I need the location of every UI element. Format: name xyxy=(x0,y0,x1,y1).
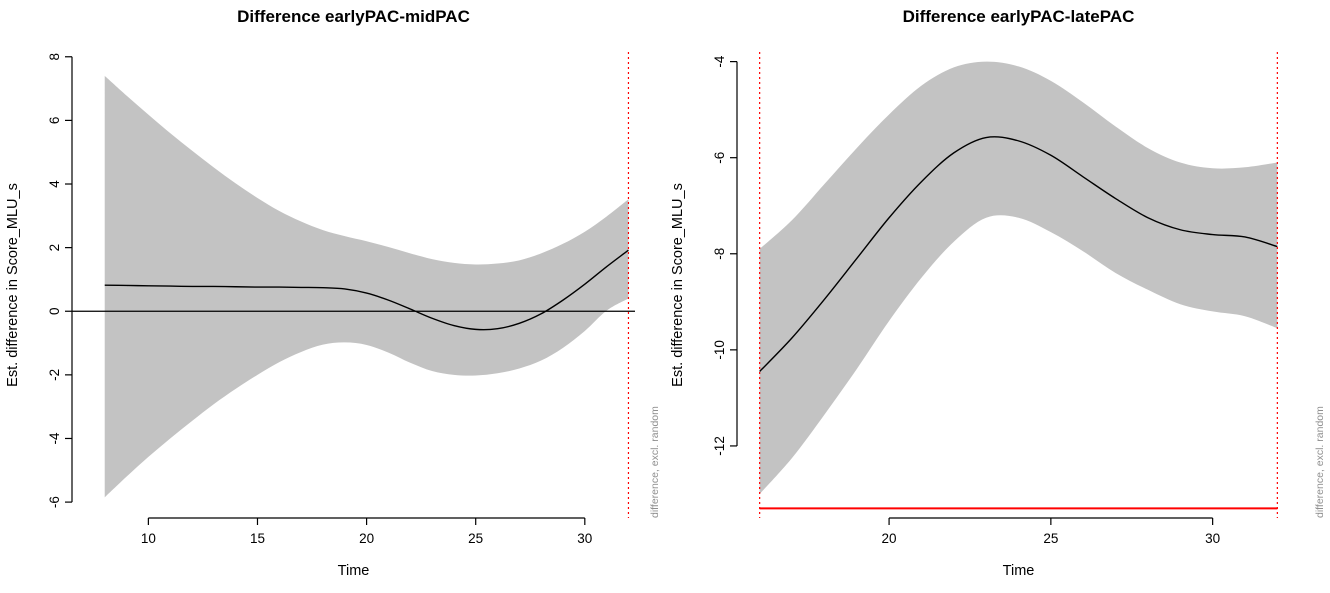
y-tick-label: -10 xyxy=(712,340,727,360)
chart-title: Difference earlyPAC-latePAC xyxy=(903,7,1135,26)
x-tick-label: 20 xyxy=(882,531,897,546)
y-axis-label: Est. difference in Score_MLU_s xyxy=(670,183,686,387)
y-tick-label: 0 xyxy=(47,307,62,315)
fit-line xyxy=(104,249,629,331)
chart-left-svg: 10 15 20 25 30 -6 -4 -2 0 2 4 6 8 Difference earlyPAC… xyxy=(5,7,661,579)
confidence-band xyxy=(759,61,1278,494)
y-axis-label: Est. difference in Score_MLU_s xyxy=(5,183,21,387)
plot-difference-earlyPAC-latePAC: 20 25 30 -12 -10 -8 -6 -4 Difference earlyPAC-la… xyxy=(665,0,1330,593)
x-tick-label: 10 xyxy=(141,531,156,546)
x-tick-label: 25 xyxy=(1043,531,1058,546)
x-tick-label: 15 xyxy=(250,531,265,546)
x-tick-label: 30 xyxy=(577,531,592,546)
y-tick-label: 2 xyxy=(47,244,62,252)
chart-title: Difference earlyPAC-midPAC xyxy=(237,7,470,26)
y-tick-label: -6 xyxy=(47,496,62,508)
y-tick-label: -2 xyxy=(47,369,62,381)
y-tick-label: -4 xyxy=(47,432,62,444)
y-tick-label: -8 xyxy=(712,248,727,260)
plot-difference-earlyPAC-midPAC: 10 15 20 25 30 -6 -4 -2 0 2 4 6 8 Difference earlyPAC… xyxy=(5,7,661,579)
x-tick-label: 25 xyxy=(468,531,483,546)
y-tick-label: 4 xyxy=(47,180,62,188)
fit-line xyxy=(759,136,1278,372)
x-axis-label: Time xyxy=(338,563,370,579)
chart-right-svg: 20 25 30 -12 -10 -8 -6 -4 Difference earlyPAC-la… xyxy=(670,7,1326,579)
side-annotation: difference, excl. random xyxy=(649,406,661,518)
x-axis-label: Time xyxy=(1003,563,1035,579)
side-annotation: difference, excl. random xyxy=(1314,406,1326,518)
confidence-band xyxy=(104,75,629,498)
x-tick-label: 20 xyxy=(359,531,374,546)
y-tick-label: -6 xyxy=(712,152,727,164)
y-tick-label: 6 xyxy=(47,117,62,125)
y-tick-label: -4 xyxy=(712,55,727,67)
x-tick-label: 30 xyxy=(1205,531,1220,546)
y-tick-label: -12 xyxy=(712,436,727,456)
y-tick-label: 8 xyxy=(47,53,62,61)
